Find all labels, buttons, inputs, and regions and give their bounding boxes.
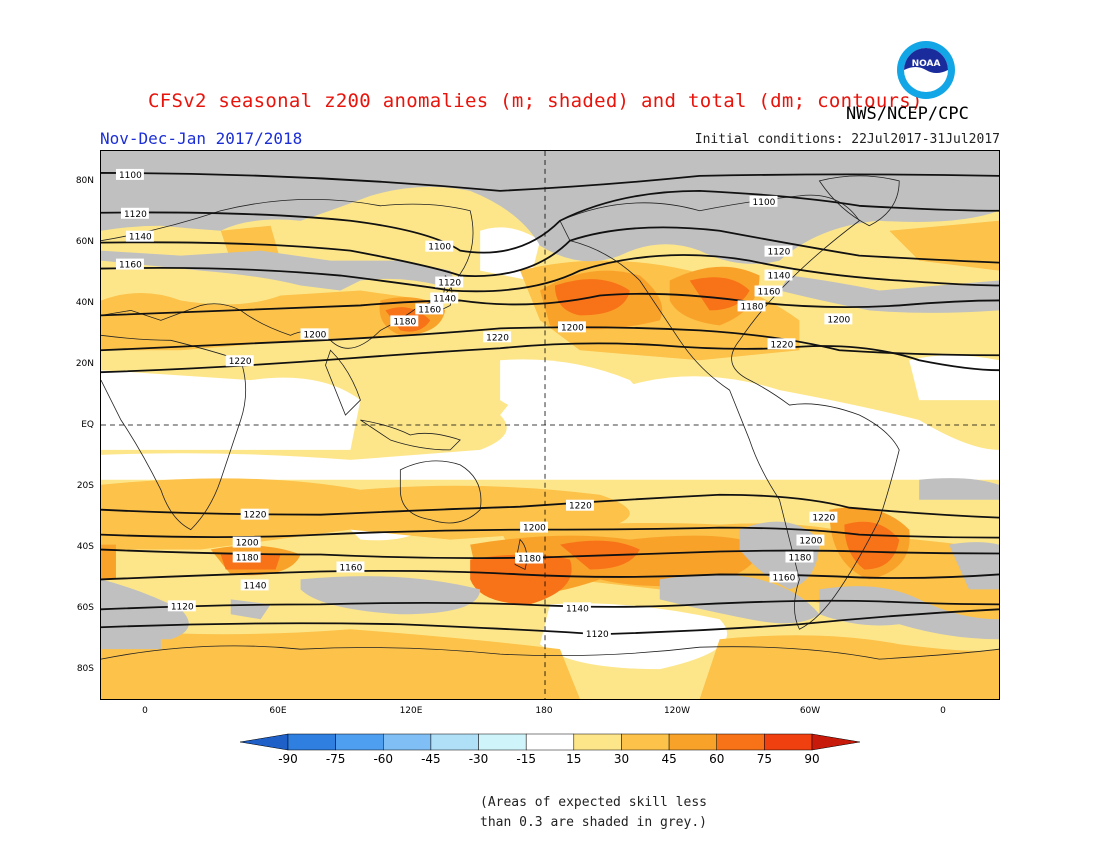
colorbar-cell [478,733,527,751]
lat-label-80n: 80N [75,176,94,186]
svg-text:1220: 1220 [771,340,794,350]
svg-text:NOAA: NOAA [912,59,941,69]
lon-label-120w: 120W [663,706,691,716]
colorbar-tick-label: -75 [325,752,346,766]
colorbar-cell [573,733,622,751]
lat-label-80s: 80S [76,664,94,674]
lon-label-180: 180 [535,706,553,716]
svg-text:1180: 1180 [741,302,764,312]
svg-text:1180: 1180 [518,555,541,565]
colorbar-cell [335,733,384,751]
svg-text:1220: 1220 [569,502,592,512]
svg-text:1160: 1160 [758,287,781,297]
coastlines [101,175,999,660]
colorbar-tick-label: 15 [566,752,582,766]
svg-text:1120: 1120 [438,279,461,289]
svg-text:1120: 1120 [586,630,609,640]
colorbar-tick-label: -15 [516,752,536,766]
colorbar-tick-label: 60 [709,752,725,766]
colorbar-cell [668,733,717,751]
lon-label-120e: 120E [399,706,423,716]
svg-text:1220: 1220 [229,357,252,367]
svg-text:1100: 1100 [119,171,142,181]
svg-text:1180: 1180 [236,554,259,564]
svg-text:1220: 1220 [486,333,509,343]
svg-text:1120: 1120 [768,248,791,258]
svg-text:1100: 1100 [753,198,776,208]
anomaly-60-75 [220,277,900,605]
svg-text:1200: 1200 [561,323,584,333]
noaa-logo: NOAA [897,41,955,99]
colorbar-arrow-right [811,733,860,751]
svg-text:1120: 1120 [171,602,194,612]
colorbar-cell [525,733,575,751]
svg-text:1120: 1120 [124,210,147,220]
lat-label-eq: EQ [81,420,94,430]
agency-label: NWS/NCEP/CPC [846,104,969,124]
map-title: CFSv2 seasonal z200 anomalies (m; shaded… [148,90,923,112]
skill-note: (Areas of expected skill less than 0.3 a… [480,793,707,833]
svg-text:1180: 1180 [393,317,416,327]
colorbar-cell [287,733,336,751]
lat-label-20s: 20S [76,481,94,491]
lon-label-60w: 60W [799,706,821,716]
svg-text:1140: 1140 [433,294,456,304]
svg-text:1200: 1200 [827,315,850,325]
colorbar-tick-label: -45 [421,752,441,766]
svg-text:1200: 1200 [523,524,546,534]
lon-label-60e: 60E [269,706,287,716]
colorbar-cell [764,733,813,751]
colorbar-tick-label: 45 [661,752,677,766]
contour-labels: 1100 1120 1140 1160 1100 1120 1140 1160 … [115,168,853,640]
svg-text:1140: 1140 [768,272,791,282]
svg-text:1100: 1100 [428,243,451,253]
svg-text:1220: 1220 [244,511,267,521]
colorbar [240,733,860,751]
lon-label-0-east: 0 [940,706,946,716]
colorbar-tick-label: 30 [613,752,630,766]
svg-text:1180: 1180 [788,554,811,564]
lon-label-0-west: 0 [142,706,148,716]
svg-text:1200: 1200 [799,537,822,547]
anomaly-map: 1100 1120 1140 1160 1100 1120 1140 1160 … [100,150,1000,700]
colorbar-cell [430,733,479,751]
colorbar-tick-label: -60 [373,752,394,766]
skill-note-line-1: (Areas of expected skill less [480,795,707,810]
lat-label-20n: 20N [75,359,94,369]
lat-label-40n: 40N [75,298,94,308]
svg-text:1220: 1220 [812,514,835,524]
svg-text:1140: 1140 [129,233,152,243]
svg-text:1200: 1200 [236,539,259,549]
colorbar-tick-label: -30 [468,752,489,766]
svg-text:1160: 1160 [339,563,362,573]
svg-text:1160: 1160 [119,261,142,271]
colorbar-tick-label: -90 [278,752,298,766]
svg-text:1160: 1160 [773,573,796,583]
colorbar-tick-label: 75 [756,752,772,766]
svg-text:1160: 1160 [418,305,441,315]
svg-text:1140: 1140 [244,581,267,591]
lat-label-60n: 60N [75,237,94,247]
svg-text:1200: 1200 [304,330,327,340]
colorbar-cell [716,733,765,751]
lat-label-60s: 60S [76,603,94,613]
lat-label-40s: 40S [76,542,94,552]
forecast-period: Nov-Dec-Jan 2017/2018 [100,129,303,148]
svg-text:1140: 1140 [566,604,589,614]
colorbar-tick-label: 90 [804,752,820,766]
colorbar-cell [621,733,670,751]
initial-conditions: Initial conditions: 22Jul2017-31Jul2017 [694,132,1000,147]
colorbar-arrow-left [240,733,289,751]
colorbar-cell [383,733,432,751]
skill-note-line-2: than 0.3 are shaded in grey.) [480,815,707,830]
